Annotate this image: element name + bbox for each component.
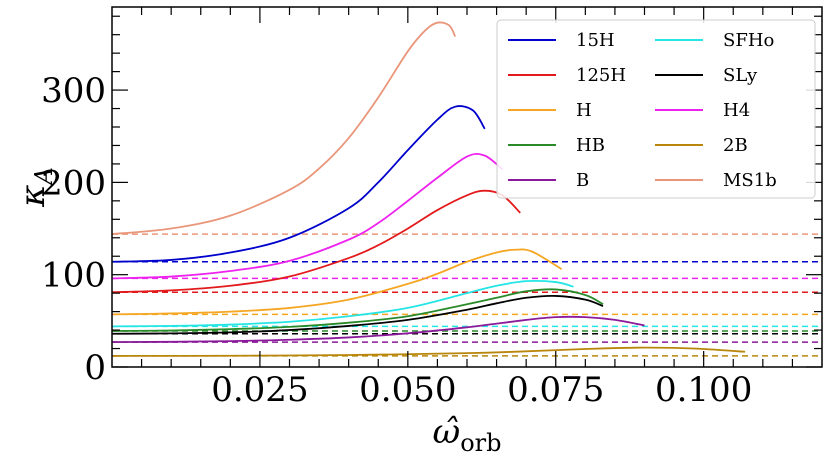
legend-label-H4: H4 xyxy=(723,100,750,121)
legend-label-2B: 2B xyxy=(723,135,748,156)
x-tick-label: 0.025 xyxy=(211,370,308,410)
series-line-2B xyxy=(111,346,746,357)
legend-label-125H: 125H xyxy=(576,65,626,86)
series-line-SLy xyxy=(111,294,604,335)
y-tick-label: 100 xyxy=(41,256,106,296)
x-axis-label: ω̂orb xyxy=(432,412,501,454)
legend-label-H: H xyxy=(576,100,592,121)
legend-label-SFHo: SFHo xyxy=(723,30,774,51)
y-tick-label: 300 xyxy=(41,71,106,111)
series-line-125H xyxy=(111,189,521,294)
y-tick-label: 200 xyxy=(41,163,106,203)
series-line-HB xyxy=(111,288,604,332)
series-line-MS1b xyxy=(111,21,456,235)
y-tick-label: 0 xyxy=(84,348,106,388)
legend-label-B: B xyxy=(576,170,589,191)
legend-label-15H: 15H xyxy=(576,30,615,51)
y-axis-label: κA xyxy=(13,167,58,208)
series-line-B xyxy=(111,315,645,343)
x-tick-label: 0.100 xyxy=(655,370,752,410)
series-curves xyxy=(111,21,746,357)
legend-label-MS1b: MS1b xyxy=(723,170,777,191)
legend-label-SLy: SLy xyxy=(723,65,758,86)
x-tick-label: 0.050 xyxy=(359,370,456,410)
series-line-15H xyxy=(111,105,486,263)
x-tick-label: 0.075 xyxy=(507,370,604,410)
series-line-SFHo xyxy=(111,280,574,328)
tick-labels: 0 100 200 300 0.025 0.050 0.075 0.100 xyxy=(41,71,752,410)
series-line-H4 xyxy=(111,152,504,280)
series-line-H xyxy=(111,248,563,316)
axis-ticks xyxy=(112,7,822,368)
legend-label-HB: HB xyxy=(576,135,605,156)
legend: 15H 125H H HB B SFHo SLy H4 2B MS1b xyxy=(496,19,816,199)
